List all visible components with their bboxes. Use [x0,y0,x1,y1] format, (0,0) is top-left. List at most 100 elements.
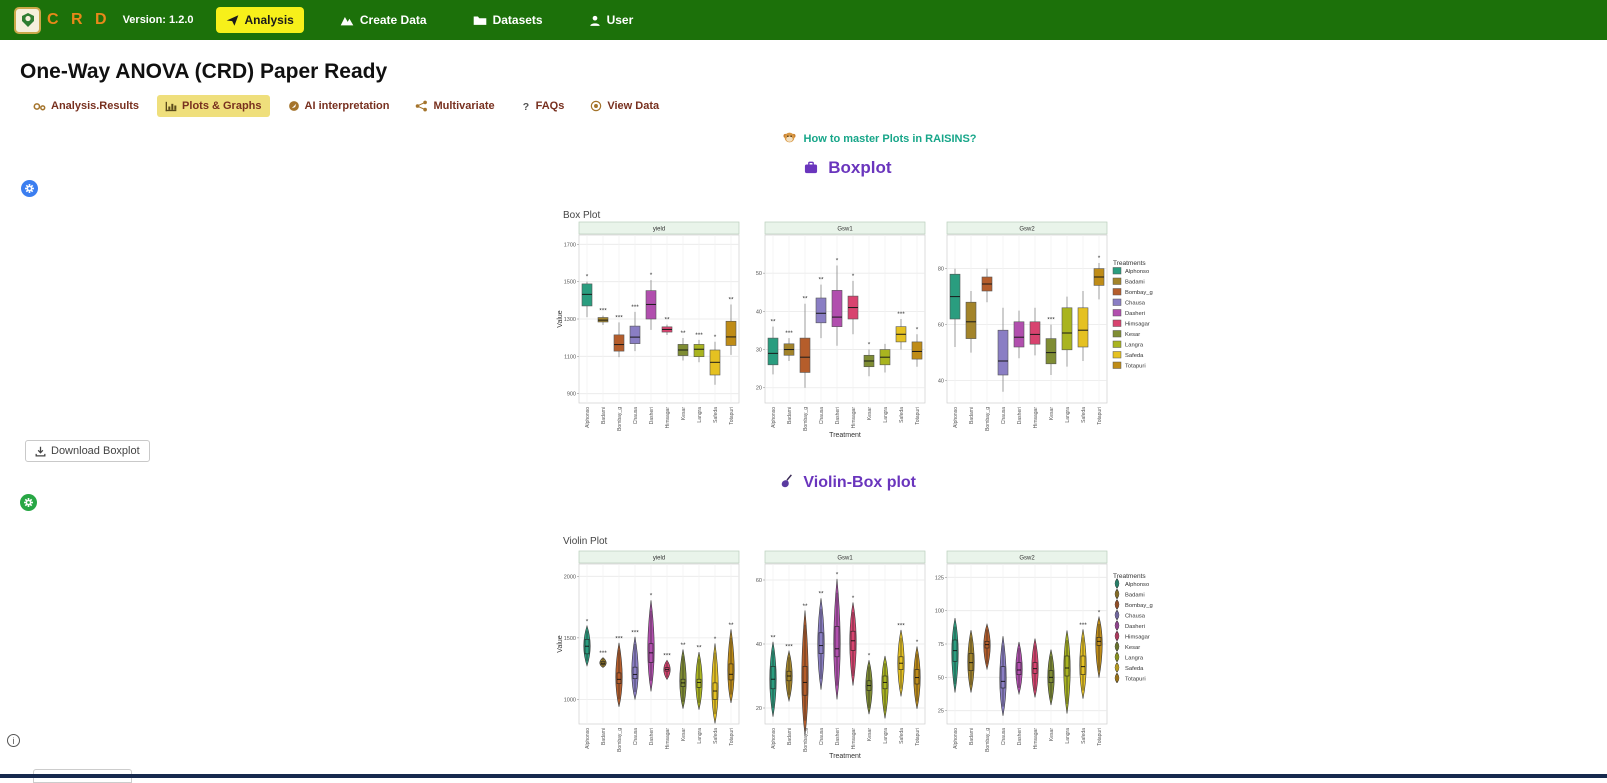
tab-multivariate[interactable]: Multivariate [407,95,502,117]
svg-text:Langra: Langra [697,728,703,744]
svg-text:Himsagar: Himsagar [1033,728,1039,750]
question-icon: ? [522,101,528,112]
svg-text:900: 900 [567,392,576,398]
svg-text:75: 75 [938,642,944,648]
svg-text:Kesar: Kesar [1125,645,1140,651]
svg-text:***: *** [897,311,905,318]
svg-text:**: ** [770,634,776,641]
svg-text:***: *** [599,650,607,657]
svg-text:***: *** [599,308,607,315]
tab-label: FAQs [535,100,565,112]
svg-text:Dasheri: Dasheri [835,728,841,745]
help-link[interactable]: How to master Plots in RAISINS? [700,131,1060,145]
svg-text:Dasheri: Dasheri [1125,311,1145,317]
nav-item-user[interactable]: User [579,7,644,33]
tab-plots-graphs[interactable]: Plots & Graphs [157,95,270,117]
tab-analysis-results[interactable]: Analysis.Results [25,95,147,117]
user-icon [589,15,600,26]
boxplot-heading: Boxplot [668,158,1028,178]
svg-text:Gsw2: Gsw2 [1019,227,1035,233]
gears-icon [33,102,46,110]
svg-text:Totapuri: Totapuri [915,407,921,425]
nav-menu: Analysis Create Data Datasets User [215,7,644,33]
violin-heading: Violin-Box plot [668,474,1028,492]
svg-text:20: 20 [756,386,762,392]
svg-text:**: ** [802,296,808,303]
svg-text:Safeda: Safeda [1125,666,1144,672]
svg-text:*: * [916,639,919,646]
svg-text:Box Plot: Box Plot [563,210,600,221]
svg-text:Langra: Langra [697,407,703,423]
bar-chart-icon [165,101,177,111]
svg-text:Totapuri: Totapuri [1125,677,1146,683]
app-logo [14,6,41,34]
svg-text:Chausa: Chausa [819,728,825,745]
svg-text:Dasheri: Dasheri [1017,407,1023,424]
svg-text:*: * [868,653,871,660]
svg-text:125: 125 [935,575,944,581]
boxplot-settings-button[interactable] [21,180,38,197]
nav-item-create-data[interactable]: Create Data [330,7,437,33]
tab-bar: Analysis.Results Plots & Graphs AI inter… [25,95,667,117]
svg-text:Bombay_g: Bombay_g [617,728,623,752]
download-boxplot-button[interactable]: Download Boxplot [25,440,150,462]
svg-text:Chausa: Chausa [1125,614,1146,620]
nav-item-label: Analysis [244,13,294,27]
svg-text:Langra: Langra [883,728,889,744]
svg-text:?: ? [522,101,528,112]
svg-text:Alphonso: Alphonso [771,728,777,749]
svg-text:*: * [650,593,653,600]
svg-text:1100: 1100 [564,354,576,360]
svg-text:Safeda: Safeda [1125,353,1144,359]
violin-settings-button[interactable] [20,494,37,511]
svg-text:Chausa: Chausa [633,407,639,424]
svg-text:80: 80 [938,267,944,273]
svg-text:**: ** [770,319,776,326]
svg-text:Dasheri: Dasheri [835,407,841,424]
svg-text:2000: 2000 [564,574,576,580]
svg-text:Safeda: Safeda [899,407,905,423]
svg-text:Langra: Langra [883,407,889,423]
svg-text:Badami: Badami [601,407,607,424]
svg-text:Alphonso: Alphonso [585,407,591,428]
svg-text:*: * [714,636,717,643]
svg-text:Langra: Langra [1125,656,1144,662]
svg-text:**: ** [728,296,734,303]
svg-text:Kesar: Kesar [1125,332,1140,338]
svg-text:Alphonso: Alphonso [585,728,591,749]
svg-text:40: 40 [756,309,762,315]
info-button[interactable]: i [7,734,20,747]
bottom-bar [0,774,1607,778]
svg-text:*: * [852,595,855,602]
svg-text:Kesar: Kesar [681,728,687,741]
svg-text:Bombay_g: Bombay_g [1125,290,1153,296]
svg-text:Safeda: Safeda [1081,728,1087,744]
violin-figure: Violin Plot yield 1000 1500 2000 * Alphonso ***… [555,536,1227,776]
svg-text:Alphonso: Alphonso [953,407,959,428]
svg-text:Gsw1: Gsw1 [837,227,853,233]
svg-text:Chausa: Chausa [633,728,639,745]
svg-text:Safeda: Safeda [899,728,905,744]
svg-text:Chausa: Chausa [1001,728,1007,745]
svg-text:yield: yield [653,227,665,233]
folder-icon [473,16,486,25]
svg-text:Kesar: Kesar [867,728,873,741]
svg-text:Chausa: Chausa [819,407,825,424]
svg-text:Himsagar: Himsagar [1125,635,1150,641]
svg-text:*: * [852,273,855,280]
gear-icon [25,184,34,193]
nav-item-datasets[interactable]: Datasets [463,7,553,33]
svg-text:**: ** [818,277,824,284]
violin-svg: Violin Plotyield100015002000*Alphonso***… [557,536,1153,760]
tab-ai-interpretation[interactable]: AI interpretation [280,95,398,117]
help-link-label: How to master Plots in RAISINS? [803,133,977,145]
svg-text:Safeda: Safeda [1081,407,1087,423]
svg-text:*: * [650,272,653,279]
svg-text:***: *** [785,644,793,651]
svg-text:Treatment: Treatment [829,753,861,760]
nav-item-analysis[interactable]: Analysis [215,7,304,33]
svg-text:Value: Value [557,635,564,652]
tab-label: View Data [607,100,660,112]
tab-view-data[interactable]: View Data [582,95,667,117]
tab-faqs[interactable]: ? FAQs [513,95,573,117]
